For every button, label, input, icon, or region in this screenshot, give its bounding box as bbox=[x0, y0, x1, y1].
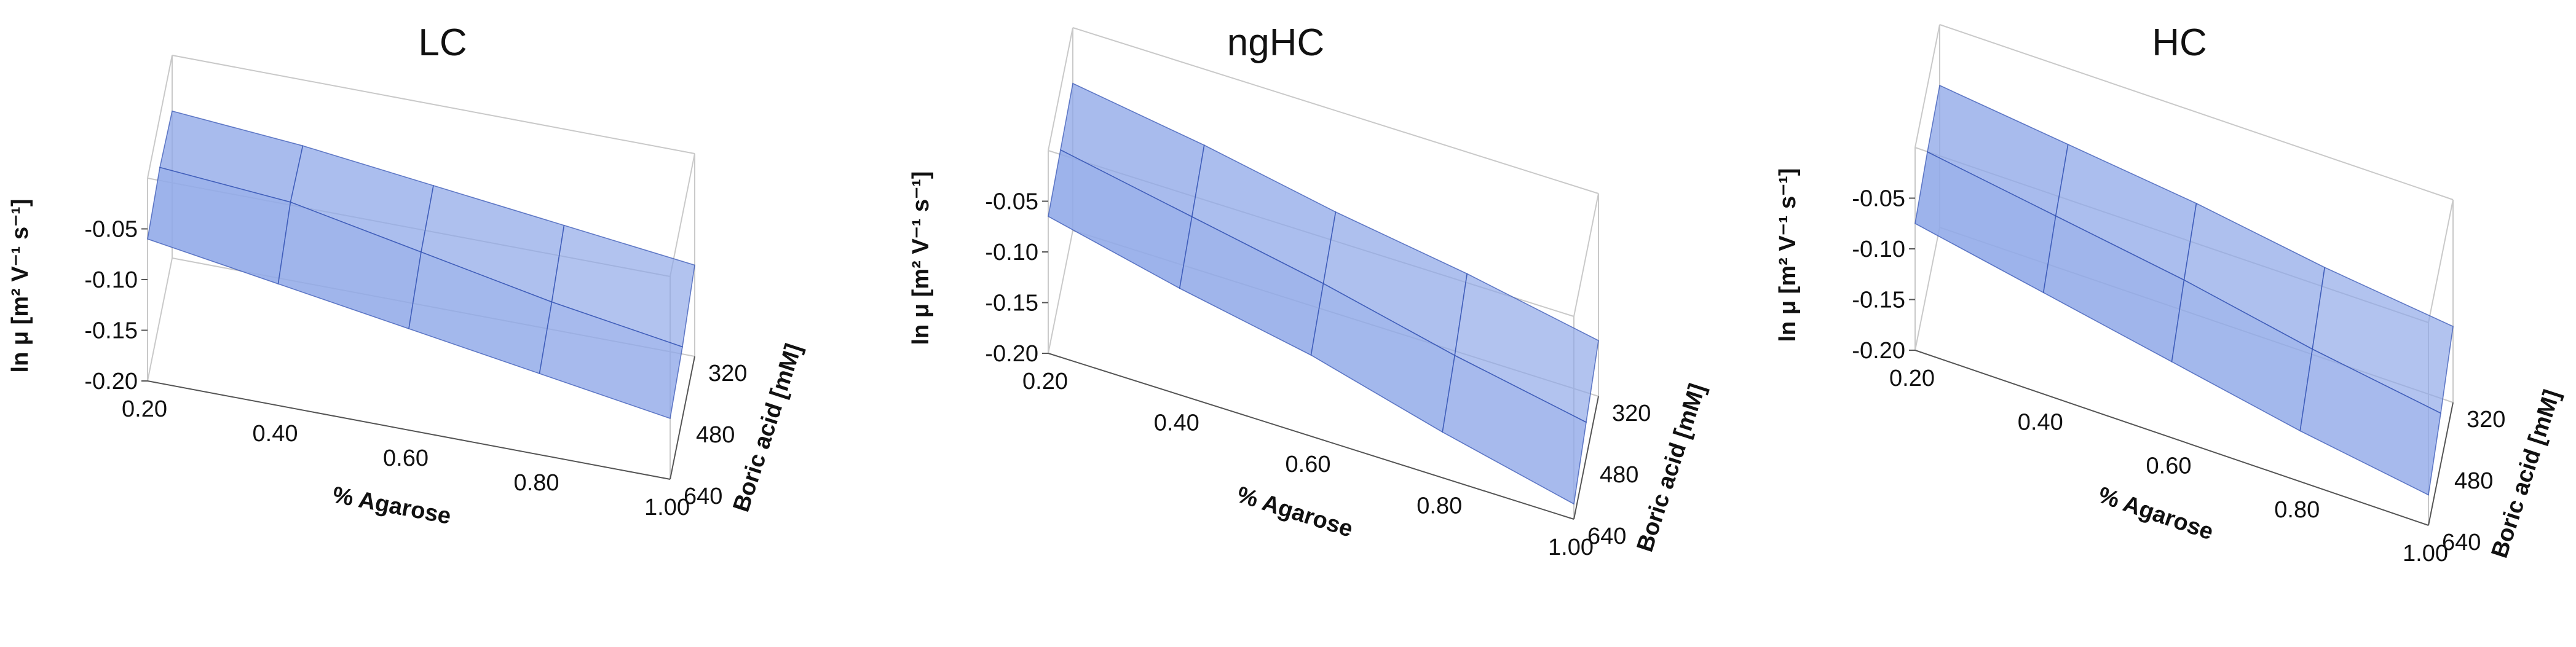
z-tick-label: -0.10 bbox=[985, 240, 1038, 265]
axis-line bbox=[1573, 396, 1599, 520]
x-tick-label: 0.80 bbox=[514, 470, 559, 496]
x-tick-label: 1.00 bbox=[1548, 535, 1594, 560]
y-tick-label: 320 bbox=[1612, 401, 1651, 426]
z-tick-label: -0.15 bbox=[985, 291, 1038, 316]
x-tick-label: 1.00 bbox=[644, 495, 690, 520]
box-edge bbox=[1048, 27, 1073, 151]
y-tick-label: 480 bbox=[696, 422, 735, 448]
y-tick-label: 640 bbox=[1587, 523, 1626, 549]
y-tick-label: 320 bbox=[2467, 407, 2505, 433]
z-tick-label: -0.05 bbox=[985, 189, 1038, 215]
x-tick-label: 0.60 bbox=[1286, 452, 1331, 477]
axis-line bbox=[2428, 402, 2454, 526]
axis-line bbox=[670, 356, 695, 480]
axis-line bbox=[1048, 353, 1574, 520]
box-edge bbox=[147, 257, 173, 382]
z-axis-label: ln μ [m² V⁻¹ s⁻¹] bbox=[1775, 168, 1801, 342]
box-edge bbox=[172, 55, 695, 154]
surface-cell bbox=[2299, 348, 2441, 496]
z-tick-label: -0.20 bbox=[1852, 338, 1905, 364]
z-axis-label: ln μ [m² V⁻¹ s⁻¹] bbox=[908, 171, 934, 345]
x-tick-label: 0.40 bbox=[253, 421, 298, 447]
chart-panel-lc: LC -0.05 -0.10 -0.15 -0.20 ln μ [m² V⁻¹ s⁻¹] 0… bbox=[7, 22, 807, 530]
chart-panel-hc: HC -0.05 -0.10 -0.15 -0.20 ln μ [m² V⁻¹ s⁻¹] 0… bbox=[1775, 22, 2566, 567]
x-tick-label: 0.20 bbox=[1022, 369, 1068, 394]
x-axis-label: % Agarose bbox=[2095, 482, 2216, 546]
x-tick-label: 0.60 bbox=[383, 445, 429, 471]
y-tick-label: 640 bbox=[2442, 530, 2481, 555]
chart-title: HC bbox=[2152, 22, 2207, 64]
x-tick-label: 0.20 bbox=[122, 396, 167, 422]
chart-panel-nghc: ngHC -0.05 -0.10 -0.15 -0.20 ln μ [m² V⁻¹ s⁻¹… bbox=[908, 22, 1711, 560]
x-tick-label: 0.80 bbox=[2274, 497, 2320, 523]
box-edge bbox=[1914, 24, 1940, 148]
y-tick-label: 480 bbox=[1600, 462, 1638, 488]
box-edge bbox=[1048, 230, 1073, 354]
z-tick-label: -0.05 bbox=[84, 217, 138, 243]
x-axis-label: % Agarose bbox=[331, 482, 453, 530]
box-edge bbox=[1939, 24, 2454, 200]
box-edge bbox=[670, 153, 695, 277]
z-tick-label: -0.05 bbox=[1852, 186, 1905, 212]
chart-title: LC bbox=[418, 22, 467, 64]
z-tick-label: -0.10 bbox=[1852, 237, 1905, 262]
z-tick-label: -0.15 bbox=[84, 318, 138, 344]
z-tick-label: -0.10 bbox=[84, 267, 138, 293]
x-tick-label: 0.20 bbox=[1889, 366, 1935, 391]
x-tick-label: 0.40 bbox=[1154, 410, 1199, 436]
y-tick-label: 480 bbox=[2454, 468, 2493, 494]
axis-line bbox=[1914, 350, 2429, 526]
surface-cell bbox=[1442, 355, 1587, 505]
surface-cell bbox=[539, 301, 683, 420]
x-tick-label: 0.60 bbox=[2146, 453, 2192, 479]
box-edge bbox=[147, 55, 173, 179]
y-tick-label: 320 bbox=[708, 361, 747, 386]
box-edge bbox=[2428, 199, 2454, 323]
x-axis-label: % Agarose bbox=[1234, 482, 1356, 543]
z-tick-label: -0.15 bbox=[1852, 288, 1905, 313]
box-edge bbox=[1072, 27, 1599, 194]
x-tick-label: 0.80 bbox=[1416, 493, 1462, 519]
z-tick-label: -0.20 bbox=[985, 341, 1038, 367]
box-edge bbox=[1573, 193, 1599, 317]
box-edge bbox=[1914, 227, 1940, 351]
x-tick-label: 0.40 bbox=[2018, 409, 2063, 435]
z-tick-label: -0.20 bbox=[84, 369, 138, 394]
axis-line bbox=[147, 380, 671, 480]
x-tick-label: 1.00 bbox=[2403, 541, 2448, 567]
y-tick-label: 640 bbox=[684, 484, 722, 509]
chart-title: ngHC bbox=[1227, 22, 1325, 64]
z-axis-label: ln μ [m² V⁻¹ s⁻¹] bbox=[7, 199, 33, 373]
